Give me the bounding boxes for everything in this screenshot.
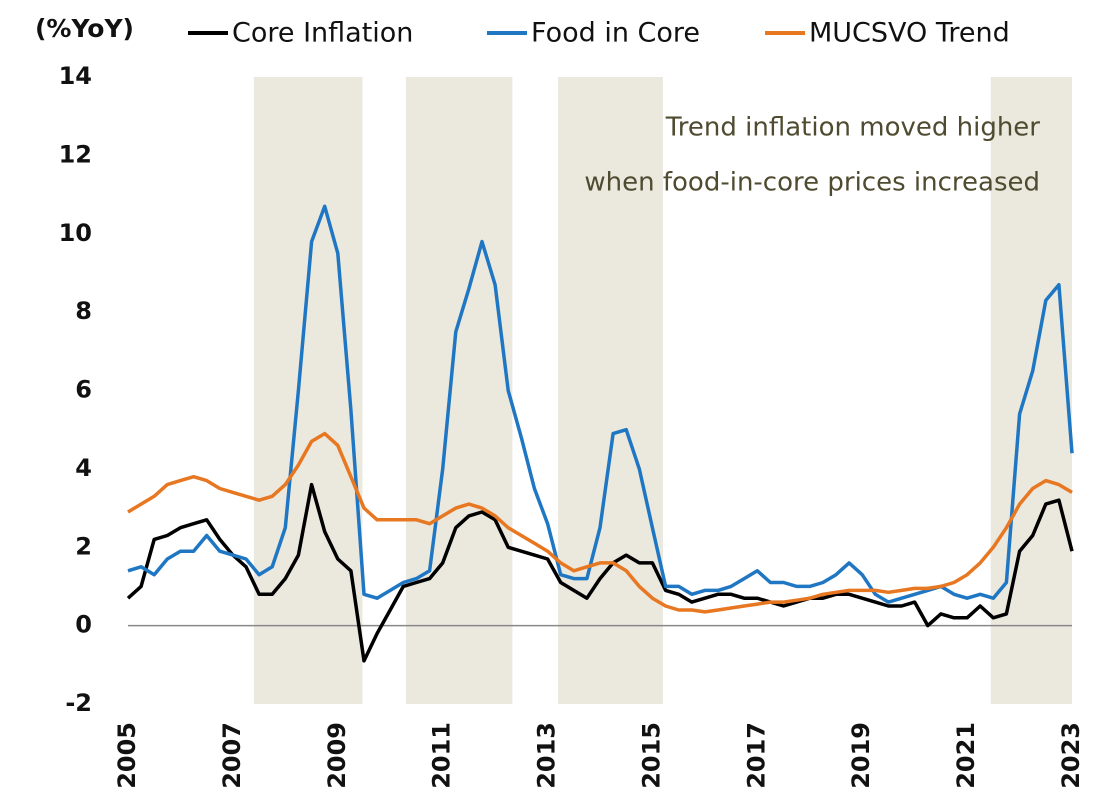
y-tick-label: 0 xyxy=(75,611,92,639)
legend-label: Core Inflation xyxy=(232,18,413,49)
series-line xyxy=(126,482,1074,663)
y-tick-label: -2 xyxy=(65,689,92,717)
x-tick-label: 2009 xyxy=(323,722,351,789)
x-tick-label: 2023 xyxy=(1057,722,1085,789)
legend-label: MUCSVO Trend xyxy=(809,18,1010,49)
x-tick-label: 2021 xyxy=(952,722,980,789)
y-tick-label: 10 xyxy=(59,219,92,247)
annotation: Trend inflation moved higher xyxy=(665,113,1041,143)
y-axis-label: (%YoY) xyxy=(35,14,134,43)
y-tick-label: 8 xyxy=(75,297,92,325)
x-tick-label: 2015 xyxy=(637,722,665,789)
y-tick-label: 2 xyxy=(75,532,92,560)
y-tick-label: 6 xyxy=(75,376,92,404)
series-line xyxy=(127,431,1073,614)
annotation: when food-in-core prices increased xyxy=(584,168,1040,198)
x-tick-label: 2005 xyxy=(113,722,141,789)
legend-label: Food in Core xyxy=(531,18,700,49)
x-tick-label: 2019 xyxy=(847,722,875,789)
shaded-period xyxy=(253,77,363,704)
x-tick-label: 2011 xyxy=(428,722,456,789)
y-tick-label: 12 xyxy=(59,140,92,168)
shaded-period xyxy=(558,77,663,704)
shaded-period xyxy=(405,77,513,704)
shaded-period xyxy=(990,77,1072,704)
y-tick-label: 4 xyxy=(75,454,92,482)
x-tick-label: 2013 xyxy=(533,722,561,789)
y-tick-label: 14 xyxy=(59,62,92,90)
x-tick-label: 2017 xyxy=(742,722,770,789)
series-line xyxy=(127,204,1074,604)
x-tick-label: 2007 xyxy=(218,722,246,789)
